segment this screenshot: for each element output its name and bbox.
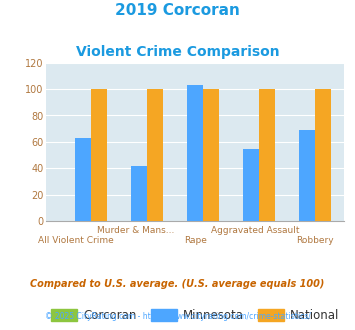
Bar	[75, 138, 91, 221]
Bar	[259, 89, 275, 221]
Bar	[244, 148, 259, 221]
Text: Compared to U.S. average. (U.S. average equals 100): Compared to U.S. average. (U.S. average …	[30, 279, 325, 289]
Text: Violent Crime Comparison: Violent Crime Comparison	[76, 45, 279, 58]
Bar	[299, 130, 315, 221]
Bar	[203, 89, 219, 221]
Text: Rape: Rape	[184, 236, 207, 245]
Text: Robbery: Robbery	[296, 236, 333, 245]
Text: Aggravated Assault: Aggravated Assault	[211, 226, 299, 235]
Text: Murder & Mans...: Murder & Mans...	[97, 226, 174, 235]
Bar	[187, 85, 203, 221]
Bar	[147, 89, 163, 221]
Legend: Corcoran, Minnesota, National: Corcoran, Minnesota, National	[51, 309, 339, 322]
Bar	[91, 89, 107, 221]
Bar	[315, 89, 331, 221]
Bar	[131, 166, 147, 221]
Text: © 2025 CityRating.com - https://www.cityrating.com/crime-statistics/: © 2025 CityRating.com - https://www.city…	[45, 312, 310, 321]
Text: All Violent Crime: All Violent Crime	[38, 236, 114, 245]
Text: 2019 Corcoran: 2019 Corcoran	[115, 3, 240, 18]
